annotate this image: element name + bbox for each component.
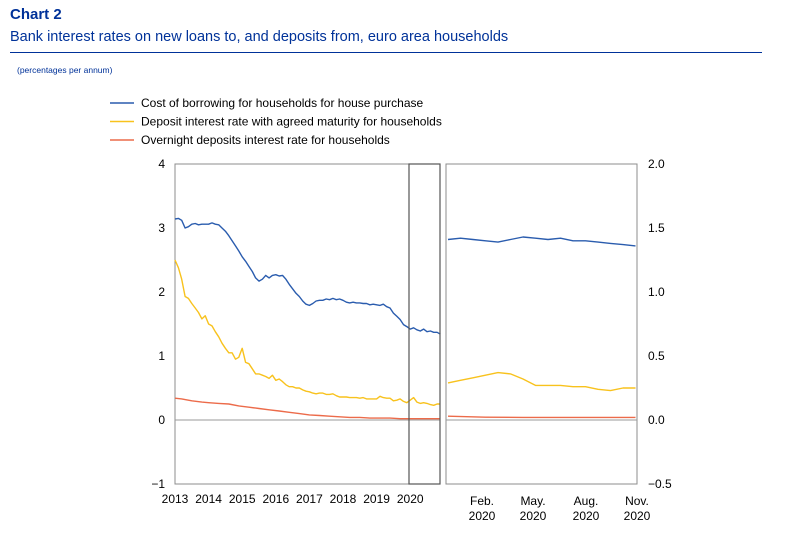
left-x-tick-label: 2017 (296, 492, 323, 506)
right-x-tick-year: 2020 (520, 509, 547, 523)
left-x-tick-label: 2013 (162, 492, 189, 506)
right-x-tick-month: Aug. (574, 494, 599, 508)
right-x-tick-year: 2020 (624, 509, 651, 523)
left-x-tick-label: 2016 (262, 492, 289, 506)
left-x-tick-label: 2014 (195, 492, 222, 506)
right-y-tick-label: 0.0 (648, 413, 665, 427)
title-rule (10, 52, 762, 53)
legend-label-1: Cost of borrowing for households for hou… (141, 96, 423, 110)
chart-title: Bank interest rates on new loans to, and… (10, 29, 509, 45)
right-x-tick-month: Feb. (470, 494, 494, 508)
series-line-right-2 (447, 371, 636, 392)
left-y-tick-label: 1 (158, 349, 165, 363)
right-x-tick-month: May. (520, 494, 545, 508)
left-x-tick-label: 2019 (363, 492, 390, 506)
left-y-tick-label: 0 (158, 413, 165, 427)
right-y-tick-label: 1.0 (648, 285, 665, 299)
legend-label-3: Overnight deposits interest rate for hou… (141, 133, 390, 147)
left-x-tick-label: 2018 (330, 492, 357, 506)
right-x-tick-year: 2020 (469, 509, 496, 523)
right-x-tick-year: 2020 (573, 509, 600, 523)
right-y-tick-label: 2.0 (648, 157, 665, 171)
unit-label: (percentages per annum) (17, 65, 113, 75)
left-y-tick-label: 2 (158, 285, 165, 299)
left-x-tick-label: 2015 (229, 492, 256, 506)
right-x-tick-month: Nov. (625, 494, 649, 508)
series-line-right-3 (447, 415, 636, 419)
left-y-tick-label: −1 (151, 477, 165, 491)
right-y-tick-label: 1.5 (648, 221, 665, 235)
series-line-right-1 (447, 236, 636, 247)
chart-number: Chart 2 (10, 6, 62, 23)
series-line-left-3 (174, 397, 441, 420)
right-y-tick-label: 0.5 (648, 349, 665, 363)
left-panel-frame (174, 163, 441, 485)
highlight-2020-box (408, 163, 441, 485)
left-y-tick-label: 4 (158, 157, 165, 171)
left-x-tick-label: 2020 (397, 492, 424, 506)
series-line-left-2 (174, 259, 441, 406)
legend-label-2: Deposit interest rate with agreed maturi… (141, 115, 442, 129)
right-y-tick-label: −0.5 (648, 477, 672, 491)
series-line-left-1 (174, 217, 441, 335)
right-panel-frame (445, 163, 638, 485)
left-y-tick-label: 3 (158, 221, 165, 235)
